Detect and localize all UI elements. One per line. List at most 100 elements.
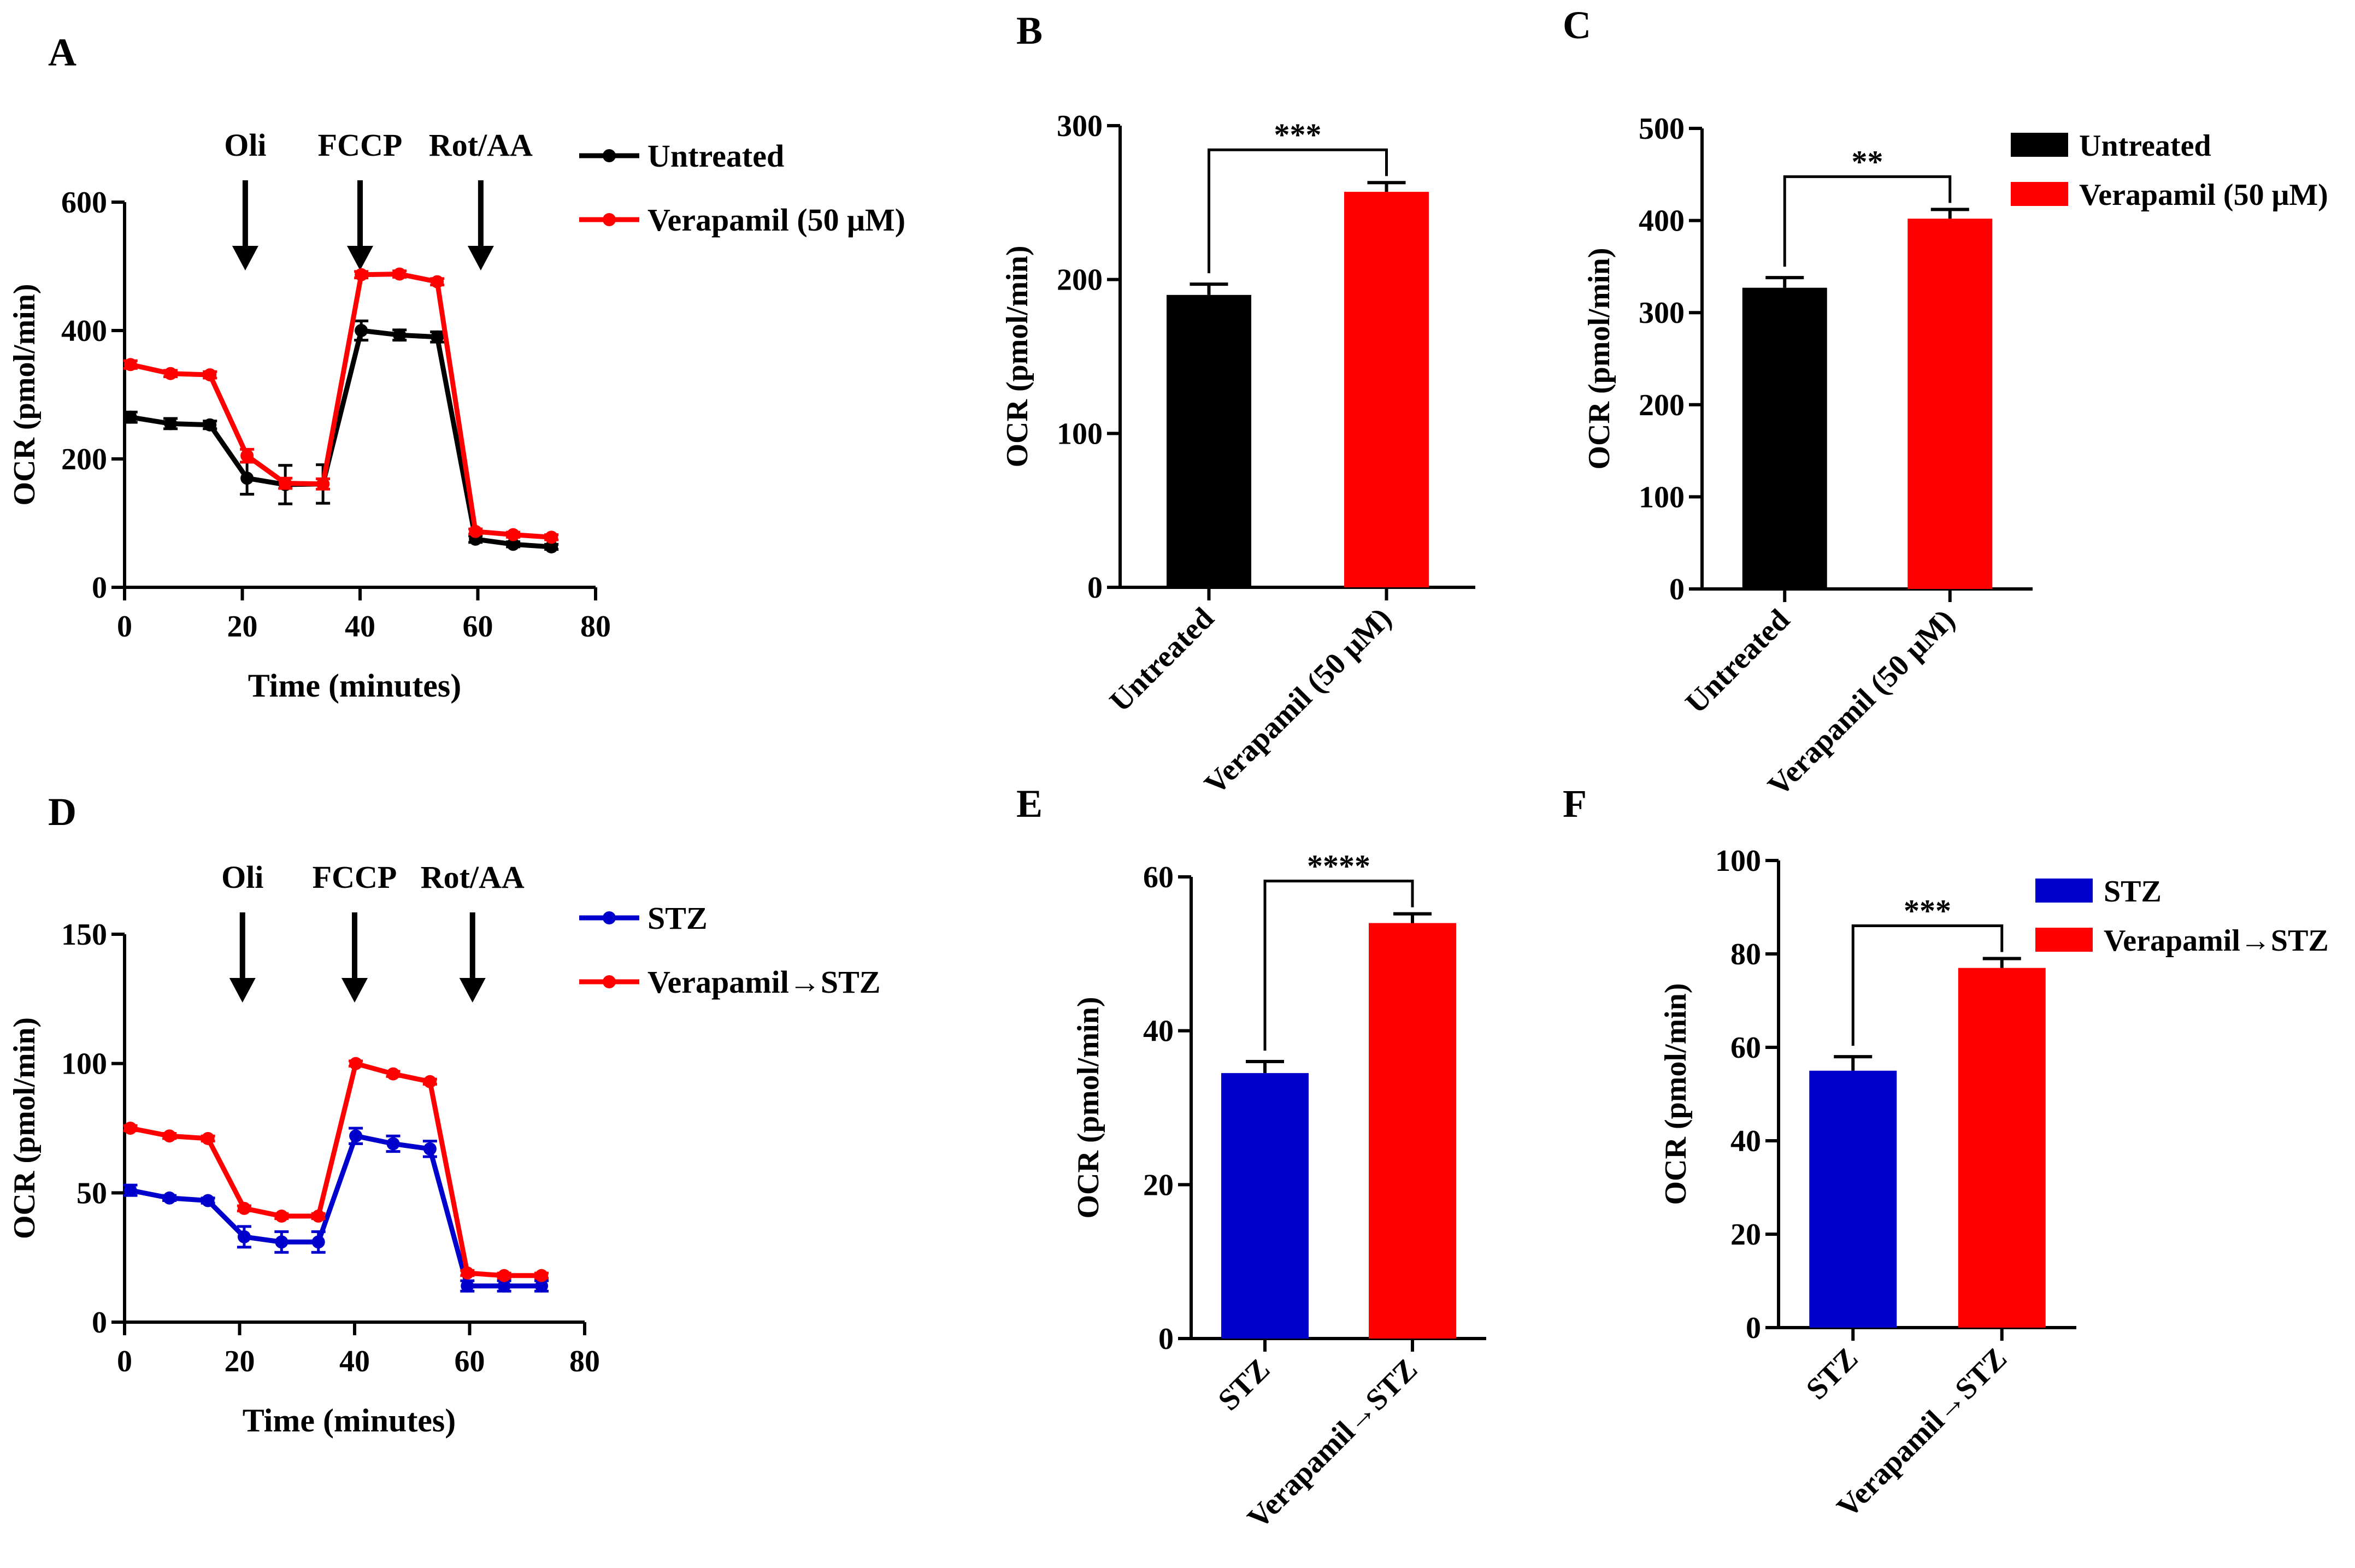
panel-label: D	[48, 790, 76, 834]
y-tick-label: 100	[1715, 844, 1761, 878]
significance-label: ****	[1307, 848, 1370, 884]
bar	[1344, 192, 1429, 587]
bar	[1958, 968, 2046, 1328]
legend-label: Verapamil (50 μM)	[2079, 178, 2328, 212]
data-point	[201, 1131, 215, 1145]
x-tick-label: 80	[569, 1345, 600, 1378]
legend-swatch	[2011, 133, 2068, 157]
data-point	[545, 540, 558, 553]
legend-marker	[603, 149, 616, 162]
legend-label: STZ	[2104, 875, 2162, 909]
data-point	[507, 528, 520, 541]
significance-label: **	[1852, 144, 1883, 179]
y-axis-title: OCR (pmol/min)	[1000, 246, 1034, 468]
y-tick-label: 200	[61, 443, 107, 476]
panel-label: A	[48, 31, 76, 74]
x-tick-label: Untreated	[1103, 601, 1221, 718]
y-tick-label: 80	[1730, 938, 1761, 971]
data-point	[355, 268, 368, 281]
y-tick-label: 50	[76, 1176, 107, 1210]
y-tick-label: 300	[1057, 109, 1103, 143]
legend-label: Untreated	[2079, 129, 2211, 163]
legend-label: Verapamil (50 μM)	[647, 202, 905, 238]
data-point	[123, 358, 137, 372]
panel-d-line-chart: D 0 50 100 150 OCR (pmol/min) 0 20 40 60 80 Time (m…	[8, 790, 880, 1439]
y-tick-label: 400	[1639, 204, 1685, 238]
x-tick-label: STZ	[1211, 1352, 1276, 1417]
data-point	[461, 1279, 474, 1293]
y-tick-label: 200	[1639, 388, 1685, 422]
x-tick-label: 40	[345, 610, 375, 644]
x-tick-label: 60	[463, 610, 493, 644]
significance-label: ***	[1274, 117, 1322, 152]
data-point	[349, 1057, 363, 1070]
significance-bracket	[1208, 148, 1388, 274]
x-axis-title: Time (minutes)	[248, 668, 462, 704]
data-point	[349, 1129, 363, 1143]
data-point	[507, 538, 520, 551]
data-point	[237, 1201, 251, 1215]
y-tick-label: 20	[1143, 1168, 1174, 1202]
y-tick-label: 300	[1639, 296, 1685, 330]
data-point	[393, 267, 407, 281]
data-point	[123, 410, 137, 424]
panel-f-bar-chart: F 0 20 40 60 80 100 OCR (pmol/min) STZ Verapamil→…	[1563, 782, 2329, 1524]
data-point	[275, 1235, 289, 1249]
series-line-2	[129, 1061, 542, 1278]
bar	[1742, 287, 1827, 589]
legend-swatch	[2035, 879, 2093, 903]
y-tick-label: 40	[1143, 1015, 1174, 1048]
bar	[1369, 923, 1456, 1339]
series-line-1	[130, 328, 552, 550]
injection-arrow-head	[467, 246, 494, 270]
y-tick-label: 60	[1143, 860, 1174, 894]
legend-swatch	[2035, 928, 2093, 952]
x-tick-label: 20	[225, 1345, 255, 1378]
data-point	[164, 367, 178, 380]
injection-label: FCCP	[313, 859, 397, 895]
y-tick-label: 0	[1669, 573, 1685, 606]
y-axis-title: OCR (pmol/min)	[1582, 248, 1616, 470]
injection-label: Oli	[224, 127, 266, 163]
injection-arrow-head	[342, 978, 368, 1003]
data-point	[240, 449, 254, 463]
data-point	[423, 1075, 437, 1088]
data-point	[545, 530, 558, 544]
y-tick-label: 40	[1730, 1124, 1761, 1158]
panel-a-line-chart: A 0 200 400 600 OCR (pmol/min) 0 20 40 60 80 Time (…	[8, 31, 905, 704]
y-tick-label: 0	[92, 571, 107, 605]
significance-bracket	[1851, 924, 2004, 1046]
bar	[1167, 294, 1251, 587]
x-tick-label: 20	[227, 610, 258, 644]
injection-label: Oli	[221, 859, 263, 895]
data-point	[203, 368, 217, 382]
injection-arrow-head	[229, 978, 256, 1003]
injection-label: Rot/AA	[421, 859, 525, 895]
data-point	[163, 1129, 176, 1143]
y-axis-title: OCR (pmol/min)	[1659, 983, 1693, 1205]
data-point	[237, 1230, 251, 1243]
y-tick-label: 0	[1158, 1322, 1174, 1356]
legend-swatch	[2011, 182, 2068, 206]
data-point	[535, 1269, 549, 1282]
injection-label: Rot/AA	[429, 127, 533, 163]
y-tick-label: 100	[1057, 417, 1103, 451]
panel-label: E	[1016, 782, 1043, 826]
bar	[1809, 1070, 1897, 1328]
x-tick-label: Untreated	[1679, 603, 1797, 720]
y-axis-title: OCR (pmol/min)	[1071, 997, 1105, 1219]
data-point	[497, 1269, 511, 1282]
x-tick-label: Verapamil (50 μM)	[1762, 603, 1962, 803]
data-point	[163, 1191, 176, 1205]
panel-label: F	[1563, 782, 1587, 826]
panel-b-bar-chart: B 0 100 200 300 OCR (pmol/min) UntreatedVerapa…	[1000, 9, 1475, 801]
bar	[1221, 1073, 1309, 1339]
data-point	[423, 1142, 437, 1156]
data-point	[311, 1235, 325, 1249]
legend-marker	[603, 975, 616, 988]
data-point	[275, 1209, 289, 1223]
data-point	[461, 1266, 474, 1280]
series-line-1	[129, 1133, 542, 1289]
data-point	[203, 418, 217, 432]
data-point	[431, 275, 444, 288]
